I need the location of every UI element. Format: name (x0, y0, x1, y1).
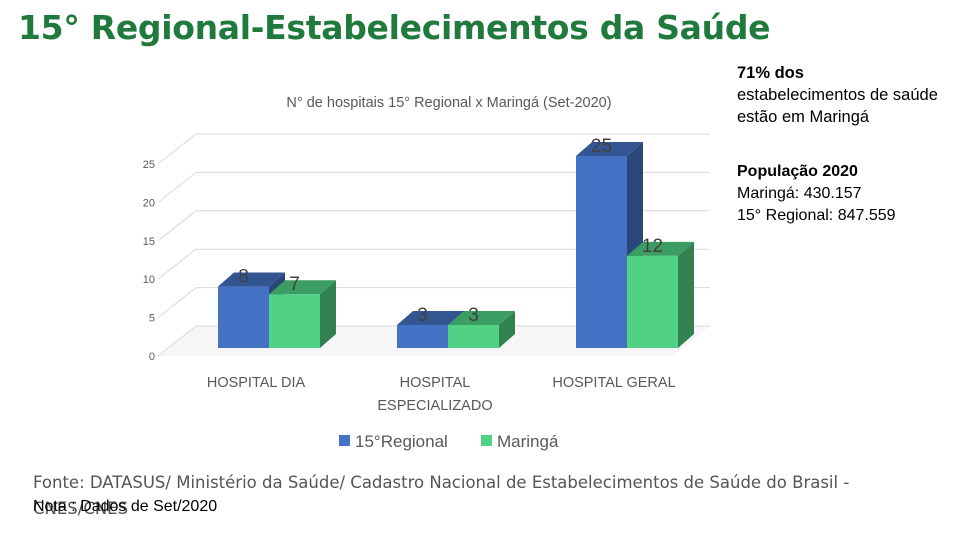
gridline-diagonal (157, 133, 197, 165)
bar (269, 280, 336, 348)
bar-front (576, 156, 627, 348)
y-tick-label: 25 (143, 159, 155, 171)
bar-front (627, 255, 678, 348)
legend-swatch (339, 435, 350, 446)
y-tick-label: 0 (149, 351, 155, 363)
category-label: HOSPITAL DIA (207, 375, 306, 391)
gridline-diagonal (157, 287, 197, 318)
side-note-highlight: 71% dos (737, 64, 804, 82)
bar-side (499, 310, 515, 348)
population-maringa: Maringá: 430.157 (737, 185, 862, 202)
data-label: 3 (417, 305, 428, 326)
legend-label: Maringá (497, 432, 559, 451)
data-label: 3 (468, 305, 479, 326)
category-label: HOSPITAL (400, 375, 471, 391)
bar-top (218, 272, 285, 287)
bar-top (269, 280, 336, 295)
bar-top (576, 142, 643, 156)
bar-side (320, 280, 336, 348)
population-box: População 2020 Maringá: 430.157 15° Regi… (737, 161, 952, 227)
bar-front (448, 324, 499, 348)
source-text: Fonte: DATASUS/ Ministério da Saúde/ Cad… (33, 473, 850, 518)
side-note-text: estabelecimentos de saúde estão em Marin… (737, 86, 938, 126)
bar-front (269, 294, 320, 348)
gridline-diagonal (157, 248, 197, 280)
data-label: 12 (642, 236, 663, 257)
bar-top (397, 310, 464, 325)
category-label: ESPECIALIZADO (377, 398, 492, 414)
y-tick-label: 15 (143, 236, 155, 248)
gridline-diagonal (157, 325, 197, 357)
bar-front (218, 286, 269, 348)
gridline-diagonal (157, 172, 197, 203)
legend-label: 15°Regional (355, 432, 448, 451)
gridline-diagonal (157, 210, 197, 242)
data-label: 25 (591, 136, 612, 157)
bar-top (627, 241, 694, 256)
category-label: HOSPITAL GERAL (552, 375, 675, 391)
y-tick-label: 20 (143, 197, 155, 209)
bar (627, 241, 694, 348)
bar-top (448, 310, 515, 325)
data-label: 7 (289, 274, 300, 295)
bar-side (678, 241, 694, 348)
bar-front (397, 324, 448, 348)
y-tick-label: 5 (149, 313, 155, 325)
slide-title: 15° Regional-Estabelecimentos da Saúde (18, 8, 771, 47)
side-note: 71% dos estabelecimentos de saúde estão … (737, 62, 952, 128)
y-tick-label: 10 (143, 274, 155, 286)
chart-legend: 15°Regional Maringá (339, 432, 559, 451)
population-regional: 15° Regional: 847.559 (737, 207, 896, 224)
bar (448, 310, 515, 348)
data-label: 8 (238, 267, 249, 288)
chart-title: N° de hospitais 15° Regional x Maringá (… (286, 95, 611, 111)
population-heading: População 2020 (737, 163, 858, 180)
note-text: Nota : Dados de Set/2020 (33, 498, 218, 515)
legend-swatch (481, 435, 492, 446)
